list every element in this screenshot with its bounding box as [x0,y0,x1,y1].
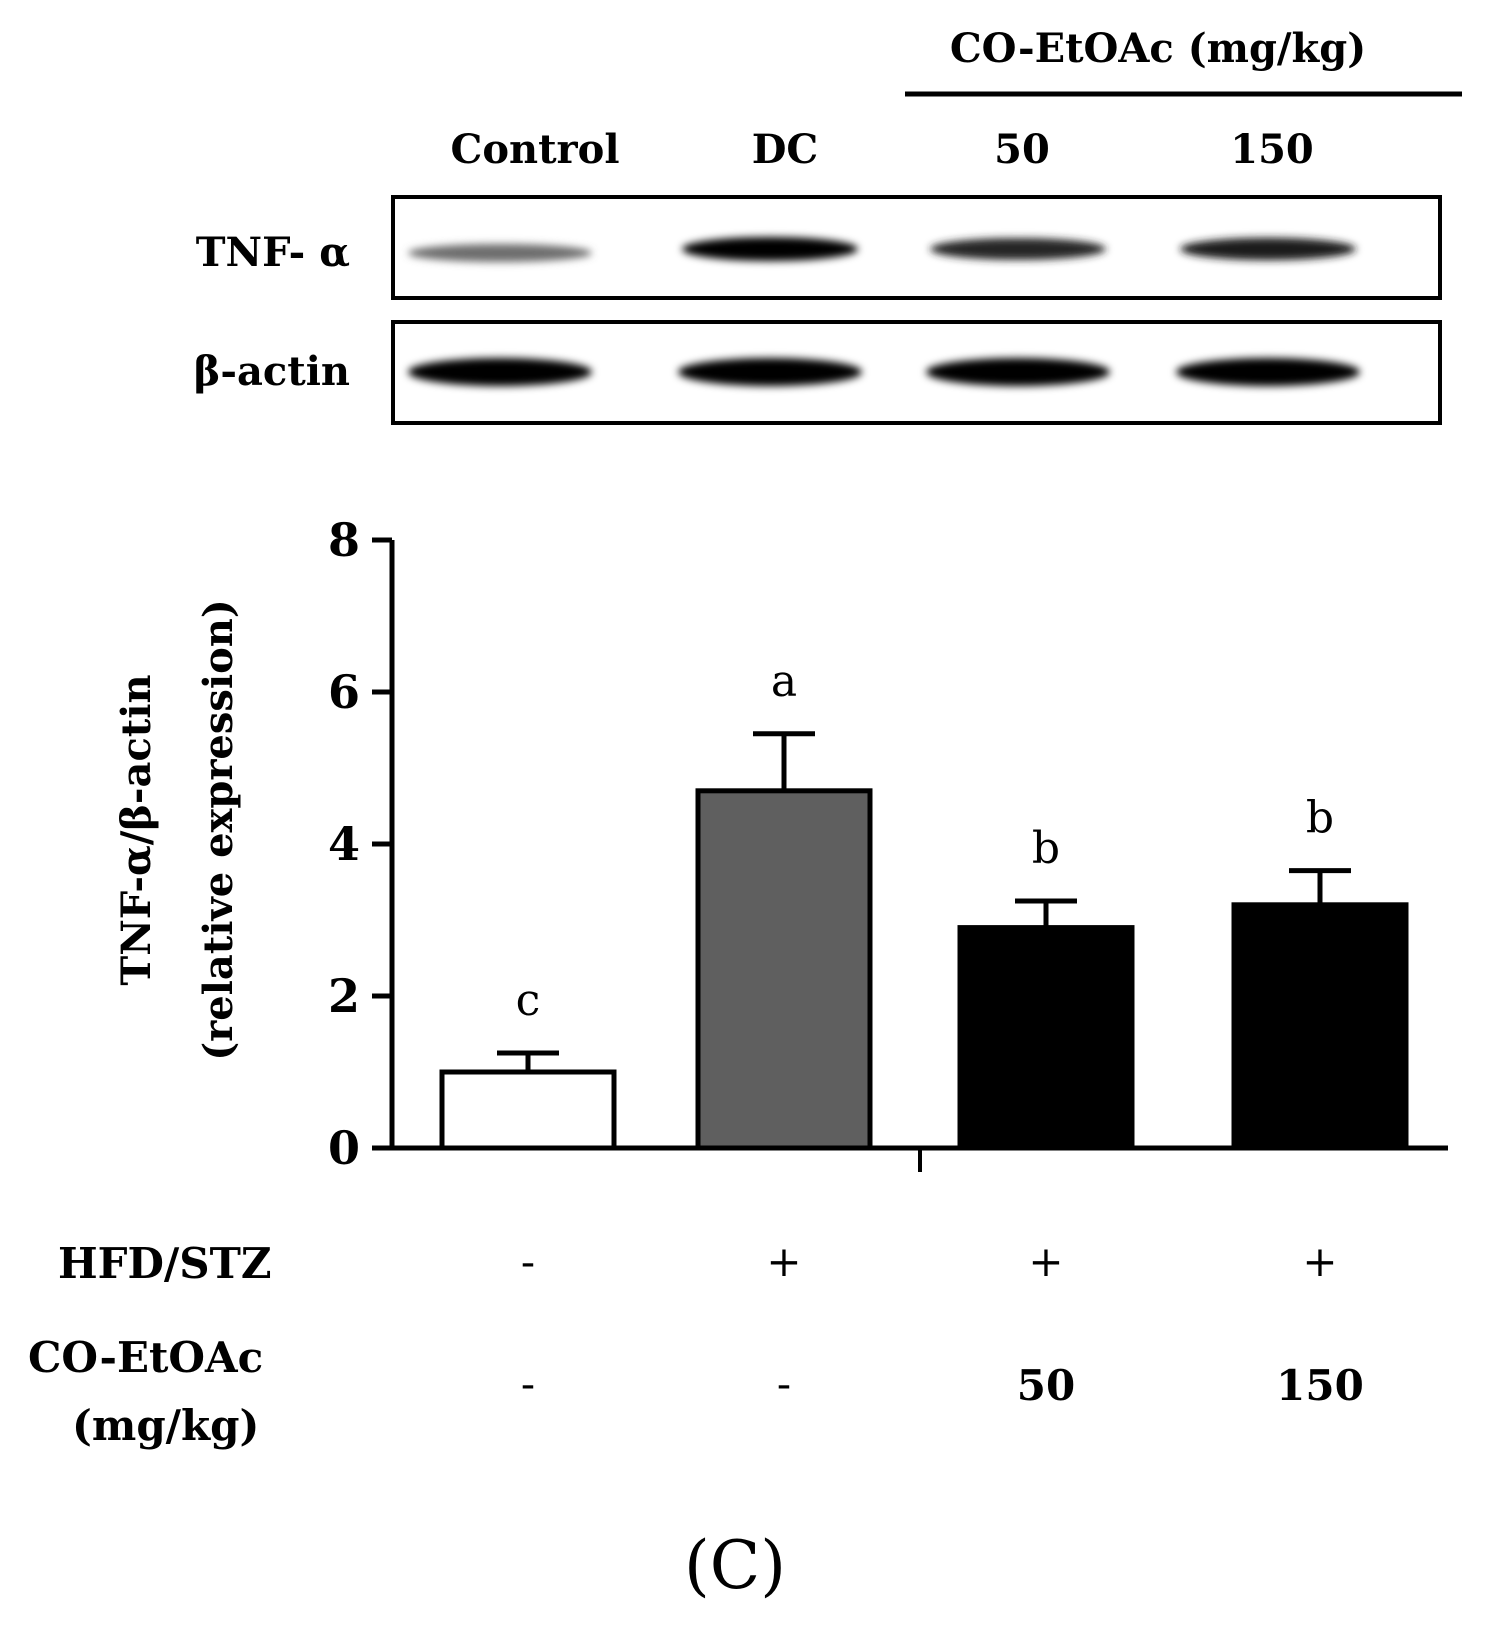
sig-letter-50: b [1032,823,1060,874]
bars: c a b b [439,656,1409,1151]
hfd-stz-value-50: + [1028,1237,1063,1286]
blot-group-header: CO-EtOAc (mg/kg) [950,25,1366,72]
blot-row-label-tnf: TNF- α [196,229,350,276]
y-tick-label-2: 2 [328,969,360,1023]
coetoac-value-150: 150 [1276,1361,1364,1410]
y-tick-label-8: 8 [328,513,360,567]
bar-control [439,1069,617,1151]
bar-150 [1231,902,1409,1151]
tnf-band-dc [682,237,858,261]
bar-dc [695,788,873,1151]
y-tick-label-4: 4 [328,817,360,871]
lane-label-control: Control [450,126,619,173]
y-axis-ticks: 0 2 4 6 8 [328,513,392,1175]
panel-label: (C) [684,1527,786,1604]
sig-letter-control: c [516,975,541,1026]
y-tick-label-6: 6 [328,665,360,719]
tnf-band-150 [1180,237,1356,261]
actin-band-150 [1176,358,1360,386]
blot-row-label-actin: β-actin [194,348,350,395]
hfd-stz-value-dc: + [766,1237,801,1286]
y-axis-label-line1: TNF-α/β-actin [113,674,160,985]
treatment-table: HFD/STZ CO-EtOAc (mg/kg) - + + + - - 50 … [28,1237,1364,1450]
bar-chart: TNF-α/β-actin (relative expression) 0 2 4 6… [113,513,1448,1175]
coetoac-value-50: 50 [1017,1361,1075,1410]
bar-50 [957,925,1135,1151]
treatment-row-label-coetoac-line1: CO-EtOAc [28,1333,263,1382]
y-tick-label-0: 0 [328,1121,360,1175]
treatment-row-label-hfd-stz: HFD/STZ [58,1239,272,1288]
hfd-stz-value-control: - [521,1237,535,1286]
coetoac-value-control: - [521,1359,535,1408]
blot-panel: CO-EtOAc (mg/kg) Control DC 50 150 TNF- … [194,25,1462,425]
tnf-band-control [408,243,592,263]
lane-label-dc: DC [752,126,819,173]
treatment-row-label-coetoac-line2: (mg/kg) [72,1401,259,1450]
lane-label-150: 150 [1230,126,1314,173]
coetoac-value-dc: - [777,1359,791,1408]
sig-letter-150: b [1306,793,1334,844]
actin-band-dc [678,358,862,386]
hfd-stz-value-150: + [1302,1237,1337,1286]
lane-label-50: 50 [994,126,1050,173]
blot-bands [408,237,1360,386]
tnf-band-50 [930,238,1106,260]
actin-band-50 [926,358,1110,386]
sig-letter-dc: a [771,656,797,707]
y-axis-label-line2: (relative expression) [195,599,242,1061]
actin-band-control [408,358,592,386]
